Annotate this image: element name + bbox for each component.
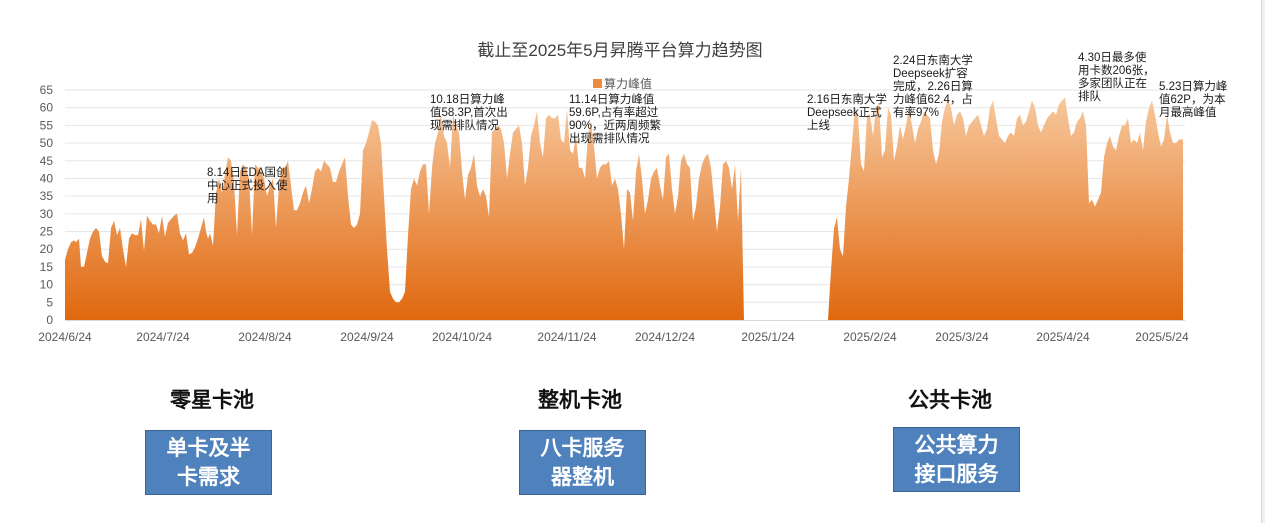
x-tick-label: 2024/12/24 [635,330,695,344]
y-axis: 0 5 10 15 20 25 30 35 40 45 50 55 60 65 [40,83,54,327]
x-tick-label: 2025/4/24 [1036,330,1090,344]
y-tick-label: 10 [40,278,54,292]
y-tick-label: 45 [40,154,54,168]
pool-box-single-card: 单卡及半 卡需求 [145,430,272,495]
y-tick-label: 20 [40,242,54,256]
pool-title-public: 公共卡池 [908,389,992,412]
y-tick-label: 55 [40,118,54,132]
x-tick-label: 2024/6/24 [38,330,92,344]
x-tick-label: 2024/11/24 [537,330,596,344]
y-tick-label: 15 [40,260,54,274]
x-tick-label: 2024/8/24 [238,330,292,344]
y-tick-label: 35 [40,189,54,203]
area-series [65,97,1183,320]
chart-annotation: 4.30日最多使 用卡数206张， 多家团队正在 排队 [1078,52,1155,103]
y-tick-label: 65 [40,83,54,97]
y-tick-label: 5 [46,295,53,309]
legend-label: 算力峰值 [604,77,653,91]
y-tick-label: 60 [40,101,54,115]
pool-box-eight-card-server: 八卡服务 器整机 [519,430,646,495]
x-tick-label: 2025/3/24 [935,330,989,344]
area-segment [65,109,744,320]
chart-legend: 算力峰值 [593,75,652,92]
x-tick-label: 2025/5/24 [1135,330,1189,344]
legend-swatch-icon [593,79,602,88]
chart-annotation: 5.23日算力峰 值62P，为本 月最高峰值 [1159,81,1228,119]
y-tick-label: 25 [40,225,54,239]
x-tick-label: 2024/7/24 [136,330,190,344]
x-tick-label: 2025/2/24 [843,330,897,344]
chart-annotation: 10.18日算力峰 值58.3P,首次出 现需排队情况 [430,94,508,132]
window-edge [1261,0,1265,523]
x-tick-label: 2024/9/24 [340,330,394,344]
area-segment [828,97,1183,320]
x-tick-label: 2025/1/24 [741,330,795,344]
y-tick-label: 40 [40,171,54,185]
chart-annotation: 11.14日算力峰值 59.6P,占有率超过 90%，近两周频繁 出现需排队情况 [569,94,662,145]
x-axis: 2024/6/24 2024/7/24 2024/8/24 2024/9/24 2024… [38,330,1189,344]
y-tick-label: 30 [40,207,54,221]
chart-annotation: 8.14日EDA国创 中心正式投入使 用 [207,167,288,205]
chart-title: 截止至2025年5月昇腾平台算力趋势图 [477,41,763,60]
pool-box-public-api: 公共算力 接口服务 [893,427,1020,492]
y-tick-label: 0 [46,313,53,327]
chart-annotation: 2.16日东南大学 Deepseek正式 上线 [807,94,887,132]
x-tick-label: 2024/10/24 [432,330,492,344]
pool-title-scattered: 零星卡池 [170,389,254,412]
y-tick-label: 50 [40,136,54,150]
pool-title-whole-machine: 整机卡池 [538,389,622,412]
chart-annotation: 2.24日东南大学 Deepseek扩容 完成，2.26日算 力峰值62.4，占… [893,55,973,119]
